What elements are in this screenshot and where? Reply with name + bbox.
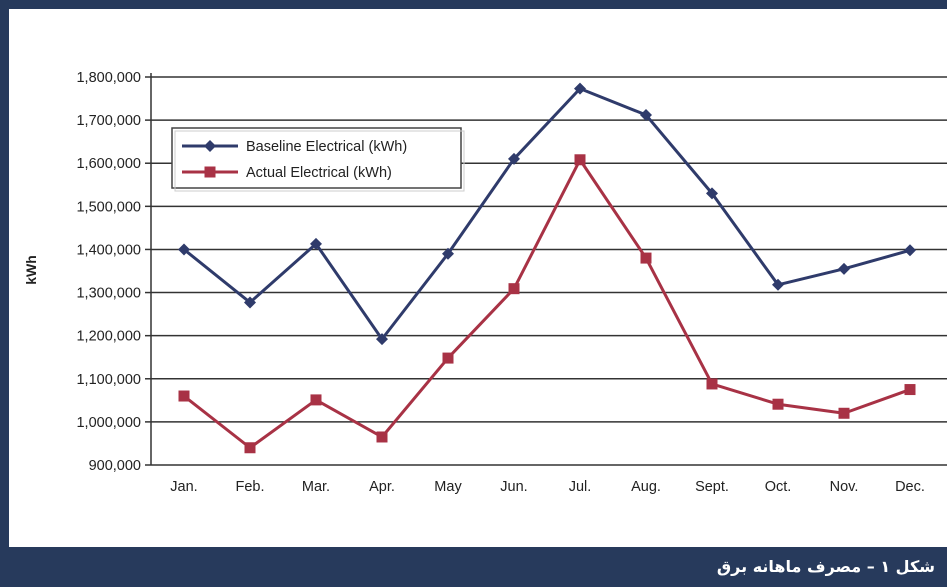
data-point-actual — [574, 154, 586, 166]
series-line-actual — [183, 158, 911, 450]
x-tick-label: Oct. — [765, 479, 792, 495]
data-point-baseline — [508, 152, 520, 165]
figure-caption: شکل ۱ – مصرف ماهانه برق — [9, 547, 947, 587]
y-tick-label: 1,100,000 — [76, 372, 141, 388]
data-point-baseline — [706, 187, 718, 200]
line-chart: 900,000 1,000,000 1,100,000 1,200,000 1,300,… — [23, 70, 947, 495]
x-tick-label: Sept. — [695, 479, 729, 495]
data-point-actual — [442, 352, 454, 364]
data-point-baseline — [310, 237, 322, 250]
x-tick-label: Jan. — [170, 479, 197, 495]
y-tick-label: 1,000,000 — [76, 415, 141, 431]
legend-label: Actual Electrical (kWh) — [246, 165, 392, 181]
data-point-actual — [376, 431, 388, 443]
series-layer — [178, 82, 916, 454]
legend-label: Baseline Electrical (kWh) — [246, 139, 407, 155]
series-line-baseline — [183, 87, 911, 341]
y-tick-label: 1,500,000 — [76, 199, 141, 215]
data-point-actual — [904, 384, 916, 396]
y-tick-label: 1,600,000 — [76, 156, 141, 172]
y-tick-label: 1,400,000 — [76, 242, 141, 258]
x-tick-label: Nov. — [830, 479, 859, 495]
data-point-actual — [640, 252, 652, 264]
legend-marker — [204, 140, 216, 152]
data-point-baseline — [178, 243, 190, 256]
data-point-baseline — [838, 262, 850, 275]
y-tick-label: 1,200,000 — [76, 329, 141, 345]
y-axis-title: kWh — [23, 255, 39, 285]
data-point-actual — [706, 378, 718, 390]
data-point-baseline — [772, 278, 784, 291]
x-tick-label: Apr. — [369, 479, 395, 495]
legend: Baseline Electrical (kWh) Actual Electric… — [171, 127, 465, 192]
x-tick-label: Jun. — [500, 479, 527, 495]
x-tick-label: May — [434, 479, 462, 495]
data-point-actual — [244, 442, 256, 454]
y-tick-label: 1,800,000 — [76, 70, 141, 86]
data-point-actual — [772, 398, 784, 410]
axis-layer: 900,000 1,000,000 1,100,000 1,200,000 1,300,… — [76, 70, 947, 495]
data-point-actual — [508, 283, 520, 295]
legend-marker — [204, 166, 216, 178]
data-point-baseline — [376, 333, 388, 346]
data-point-actual — [838, 407, 850, 419]
x-tick-label: Mar. — [302, 479, 330, 495]
x-tick-label: Feb. — [235, 479, 264, 495]
data-point-actual — [310, 394, 322, 406]
y-tick-label: 900,000 — [89, 458, 141, 474]
data-point-actual — [178, 390, 190, 402]
x-tick-label: Jul. — [569, 479, 592, 495]
data-point-baseline — [640, 108, 652, 121]
data-point-baseline — [442, 247, 454, 260]
y-tick-label: 1,300,000 — [76, 286, 141, 302]
data-point-baseline — [574, 82, 586, 95]
data-point-baseline — [244, 296, 256, 309]
x-tick-label: Aug. — [631, 479, 661, 495]
legend-box — [171, 127, 462, 189]
legend-shadow — [174, 130, 465, 192]
y-tick-label: 1,700,000 — [76, 113, 141, 129]
data-point-baseline — [904, 244, 916, 257]
x-tick-label: Dec. — [895, 479, 925, 495]
